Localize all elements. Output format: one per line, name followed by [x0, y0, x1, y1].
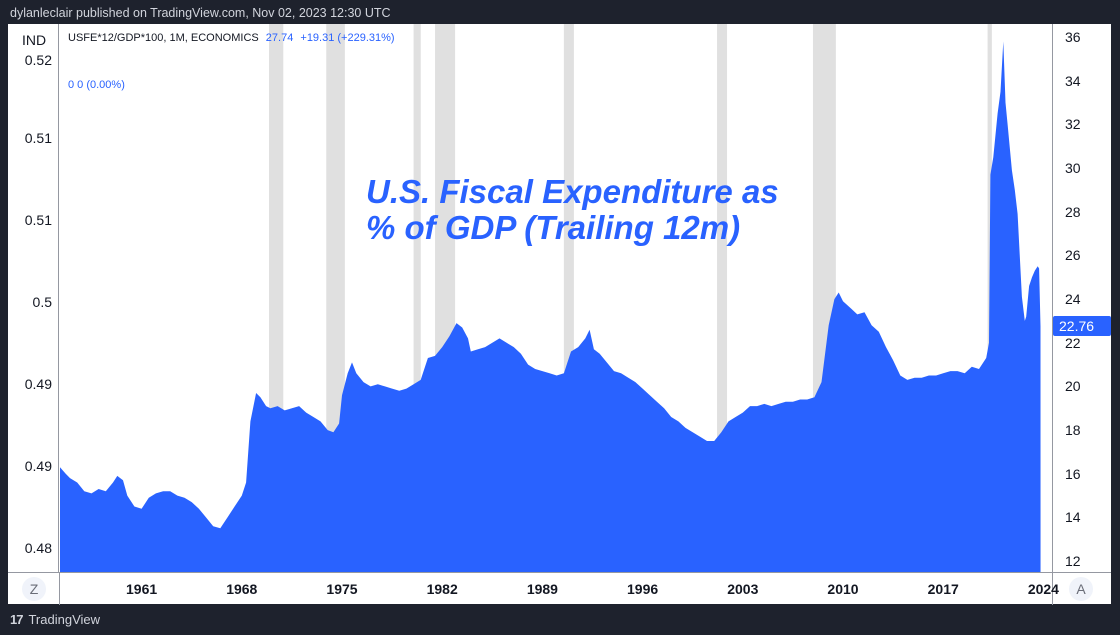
axis-divider [59, 573, 60, 605]
y-tick-label: 32 [1065, 116, 1081, 133]
x-tick-label: 2017 [927, 581, 959, 597]
series-area [60, 41, 1041, 572]
left-tick-label: 0.49 [24, 376, 52, 392]
last-price-label: 22.76 [1053, 316, 1111, 337]
plot-area[interactable] [60, 24, 1052, 572]
left-tick-label: 0.51 [24, 212, 52, 228]
recession-band [563, 24, 574, 572]
recession-band [717, 24, 728, 572]
x-tick-label: 1996 [627, 581, 659, 597]
chart-title-line-2: % of GDP (Trailing 12m) [366, 209, 741, 246]
x-tick-label: 2010 [827, 581, 859, 597]
right-price-axis[interactable]: 12 14 16 18 20 22 24 26 28 30 32 34 36 [1052, 24, 1111, 572]
left-tick-label: 0.48 [24, 540, 52, 556]
time-axis[interactable]: Z 1961 1968 1975 1982 1989 1996 2003 2010 2017 20… [8, 572, 1111, 605]
x-tick-label: 1975 [326, 581, 358, 597]
x-tick-label: 1982 [426, 581, 458, 597]
legend-change: +19.31 (+229.31%) [300, 32, 395, 44]
legend-value: 27.74 [265, 32, 294, 44]
x-tick-label: 1968 [226, 581, 258, 597]
y-tick-label: 28 [1065, 203, 1081, 220]
y-tick-label: 34 [1065, 72, 1081, 89]
left-tick-label: 0.52 [24, 52, 52, 68]
y-tick-label: 30 [1065, 160, 1081, 177]
y-tick-label: 24 [1065, 291, 1081, 308]
y-tick-label: 16 [1065, 465, 1081, 482]
left-tick-label: 0.49 [24, 458, 52, 474]
footer: 17 TradingView [10, 612, 100, 627]
y-tick-label: 20 [1065, 378, 1081, 395]
x-tick-label: 1989 [526, 581, 558, 597]
indicator-scale-label[interactable]: IND [12, 28, 56, 54]
chart-title: U.S. Fiscal Expenditure as % of GDP (Tra… [366, 174, 779, 246]
auto-scale-button[interactable]: A [1069, 577, 1093, 601]
left-tick-label: 0.5 [32, 294, 52, 310]
left-tick-label: 0.51 [24, 130, 52, 146]
secondary-legend: 0 0 (0.00%) [68, 79, 125, 91]
zoom-reset-button[interactable]: Z [22, 577, 46, 601]
y-tick-label: 14 [1065, 509, 1081, 526]
footer-brand: TradingView [28, 612, 101, 627]
series-legend[interactable]: USFE*12/GDP*100, 1M, ECONOMICS 27.74 +19… [68, 32, 395, 44]
chart-frame: IND 0.52 0.51 0.51 0.5 0.49 0.49 0.48 USFE*12/… [8, 24, 1111, 605]
left-price-axis[interactable]: IND 0.52 0.51 0.51 0.5 0.49 0.49 0.48 [8, 24, 59, 572]
area-chart [60, 24, 1041, 572]
chart-title-line-1: U.S. Fiscal Expenditure as [366, 173, 779, 210]
x-tick-label: 1961 [126, 581, 158, 597]
y-tick-label: 22 [1065, 334, 1081, 351]
tradingview-logo-icon: 17 [10, 612, 24, 627]
y-tick-label: 12 [1065, 553, 1081, 570]
recession-band [413, 24, 421, 572]
axis-divider [1052, 573, 1053, 605]
y-tick-label: 18 [1065, 422, 1081, 439]
y-tick-label: 36 [1065, 29, 1081, 46]
y-tick-label: 26 [1065, 247, 1081, 264]
publish-header: dylanleclair published on TradingView.co… [10, 6, 391, 20]
x-tick-label: 2003 [727, 581, 759, 597]
x-tick-label: 2024 [1027, 581, 1059, 597]
legend-symbol: USFE*12/GDP*100, 1M, ECONOMICS [68, 32, 259, 44]
